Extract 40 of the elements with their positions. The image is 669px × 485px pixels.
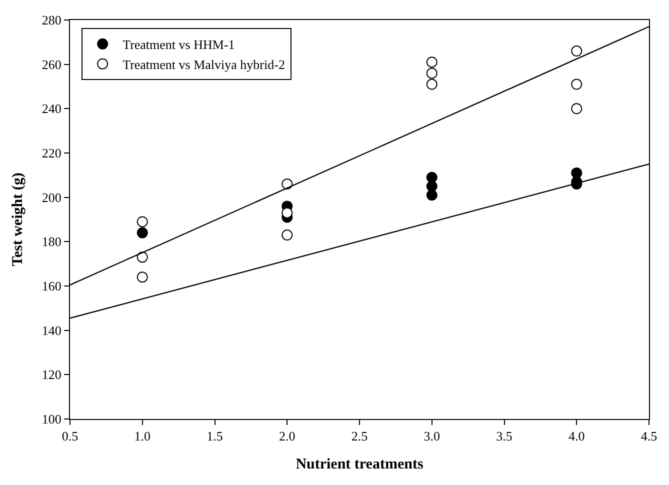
y-axis-title: Test weight (g) (10, 172, 26, 266)
point (282, 207, 293, 218)
x-tick-label: 3.0 (424, 428, 440, 444)
point (426, 68, 438, 79)
x-tick-label: 0.5 (62, 428, 78, 444)
point (136, 227, 148, 238)
legend-label: Treatment vs Malviya hybrid-2 (122, 56, 285, 72)
y-tick-label: 120 (42, 367, 62, 382)
x-axis-title: Nutrient treatments (296, 456, 424, 473)
x-tick-label: 1.5 (206, 428, 223, 444)
point (426, 172, 438, 183)
y-tick-label: 160 (42, 278, 62, 294)
point (571, 103, 582, 114)
y-tick-label: 280 (42, 12, 62, 28)
x-tick-label: 3.5 (496, 428, 512, 444)
point (571, 46, 582, 57)
point (136, 216, 148, 228)
y-tick-label: 100 (42, 412, 62, 427)
point (426, 78, 438, 90)
x-tick-label: 4.5 (640, 428, 658, 444)
point (426, 180, 438, 192)
x-tick-label: 1.0 (134, 428, 151, 444)
y-tick-label: 180 (42, 234, 62, 250)
x-tick-label: 4.0 (568, 428, 585, 444)
point (426, 190, 438, 201)
legend-label: Treatment vs HHM-1 (122, 37, 235, 52)
y-tick-label: 140 (42, 322, 62, 338)
y-tick-label: 200 (42, 190, 62, 205)
x-tick-label: 2.5 (351, 428, 368, 444)
point (282, 230, 293, 241)
y-tick-label: 220 (42, 146, 62, 161)
point (426, 56, 438, 68)
x-tick-label: 2.0 (279, 428, 296, 444)
point (571, 78, 582, 90)
point (136, 272, 148, 283)
y-tick-label: 260 (42, 56, 62, 72)
y-tick-label: 240 (42, 101, 62, 116)
point (571, 167, 582, 178)
point (282, 178, 293, 190)
point (136, 252, 148, 263)
